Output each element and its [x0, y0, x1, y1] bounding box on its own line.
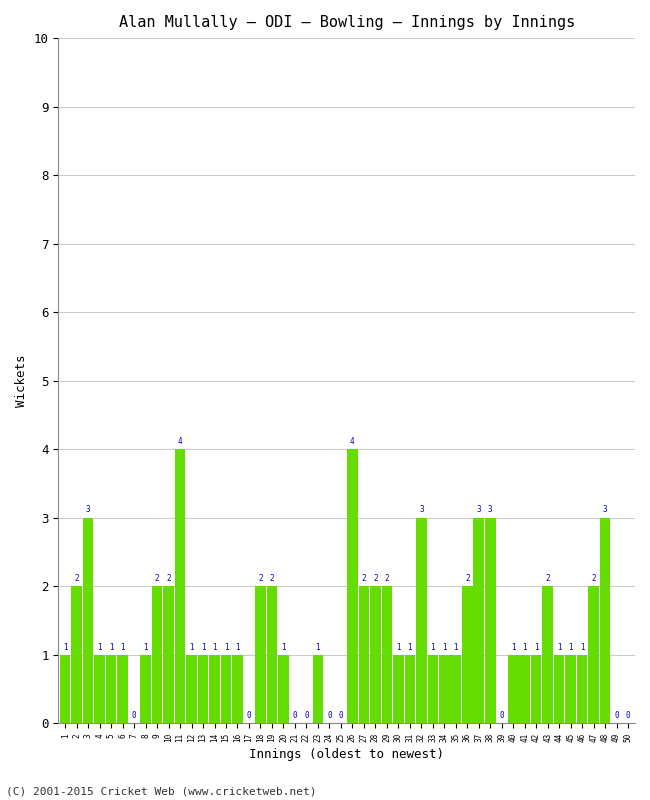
Text: 1: 1: [396, 642, 400, 651]
Bar: [450, 655, 461, 723]
Text: 0: 0: [292, 711, 297, 720]
Text: 1: 1: [442, 642, 447, 651]
Bar: [554, 655, 564, 723]
Bar: [255, 586, 266, 723]
Text: 2: 2: [373, 574, 378, 583]
X-axis label: Innings (oldest to newest): Innings (oldest to newest): [249, 748, 444, 761]
Bar: [485, 518, 495, 723]
Text: 1: 1: [98, 642, 102, 651]
Text: 1: 1: [189, 642, 194, 651]
Text: 1: 1: [534, 642, 538, 651]
Text: 1: 1: [316, 642, 320, 651]
Text: 3: 3: [86, 506, 90, 514]
Text: 1: 1: [109, 642, 114, 651]
Text: 1: 1: [454, 642, 458, 651]
Bar: [152, 586, 162, 723]
Text: 1: 1: [281, 642, 286, 651]
Text: 1: 1: [557, 642, 562, 651]
Text: 3: 3: [603, 506, 608, 514]
Bar: [370, 586, 381, 723]
Bar: [542, 586, 553, 723]
Text: 0: 0: [246, 711, 252, 720]
Text: 1: 1: [568, 642, 573, 651]
Text: 2: 2: [385, 574, 389, 583]
Bar: [416, 518, 426, 723]
Title: Alan Mullally – ODI – Bowling – Innings by Innings: Alan Mullally – ODI – Bowling – Innings …: [118, 15, 575, 30]
Text: 2: 2: [545, 574, 550, 583]
Text: 2: 2: [166, 574, 171, 583]
Text: 1: 1: [224, 642, 228, 651]
Bar: [83, 518, 94, 723]
Bar: [600, 518, 610, 723]
Bar: [566, 655, 576, 723]
Text: 2: 2: [465, 574, 469, 583]
Text: 3: 3: [419, 506, 424, 514]
Bar: [198, 655, 208, 723]
Text: 0: 0: [132, 711, 136, 720]
Text: 1: 1: [430, 642, 435, 651]
Bar: [187, 655, 197, 723]
Text: 2: 2: [258, 574, 263, 583]
Bar: [531, 655, 541, 723]
Bar: [232, 655, 243, 723]
Text: 0: 0: [339, 711, 343, 720]
Bar: [106, 655, 116, 723]
Bar: [163, 586, 174, 723]
Bar: [60, 655, 70, 723]
Text: 1: 1: [511, 642, 515, 651]
Text: 0: 0: [304, 711, 309, 720]
Bar: [473, 518, 484, 723]
Bar: [359, 586, 369, 723]
Bar: [221, 655, 231, 723]
Text: 1: 1: [523, 642, 527, 651]
Bar: [209, 655, 220, 723]
Text: 1: 1: [201, 642, 205, 651]
Bar: [266, 586, 278, 723]
Bar: [519, 655, 530, 723]
Text: 1: 1: [120, 642, 125, 651]
Text: 0: 0: [626, 711, 630, 720]
Text: 0: 0: [614, 711, 619, 720]
Text: 1: 1: [212, 642, 217, 651]
Text: 1: 1: [580, 642, 584, 651]
Text: 3: 3: [488, 506, 493, 514]
Bar: [278, 655, 289, 723]
Bar: [588, 586, 599, 723]
Text: 2: 2: [270, 574, 274, 583]
Text: 3: 3: [476, 506, 481, 514]
Text: 1: 1: [63, 642, 68, 651]
Bar: [404, 655, 415, 723]
Bar: [94, 655, 105, 723]
Bar: [118, 655, 128, 723]
Text: 1: 1: [143, 642, 148, 651]
Bar: [175, 450, 185, 723]
Bar: [577, 655, 588, 723]
Bar: [393, 655, 404, 723]
Text: 0: 0: [499, 711, 504, 720]
Bar: [140, 655, 151, 723]
Bar: [313, 655, 323, 723]
Text: 4: 4: [177, 437, 183, 446]
Text: 0: 0: [327, 711, 332, 720]
Text: 4: 4: [350, 437, 355, 446]
Text: 2: 2: [74, 574, 79, 583]
Bar: [347, 450, 358, 723]
Text: 1: 1: [235, 642, 240, 651]
Bar: [72, 586, 82, 723]
Bar: [508, 655, 519, 723]
Text: 2: 2: [155, 574, 159, 583]
Text: 1: 1: [408, 642, 412, 651]
Bar: [382, 586, 392, 723]
Y-axis label: Wickets: Wickets: [15, 354, 28, 407]
Text: (C) 2001-2015 Cricket Web (www.cricketweb.net): (C) 2001-2015 Cricket Web (www.cricketwe…: [6, 786, 317, 796]
Text: 2: 2: [361, 574, 366, 583]
Bar: [462, 586, 473, 723]
Bar: [439, 655, 450, 723]
Bar: [428, 655, 438, 723]
Text: 2: 2: [592, 574, 596, 583]
